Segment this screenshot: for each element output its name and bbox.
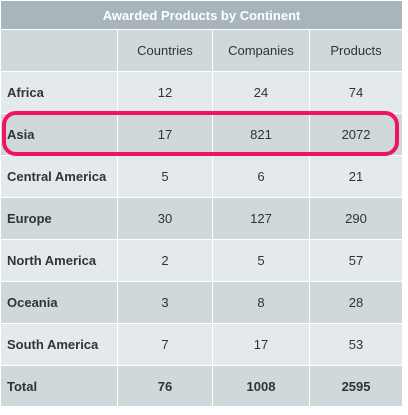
row-label: Oceania bbox=[0, 281, 118, 324]
column-header-row: Countries Companies Products bbox=[0, 29, 404, 72]
cell-companies: 8 bbox=[212, 281, 310, 324]
cell-products: 2072 bbox=[308, 113, 404, 156]
table-row-europe: Europe 30 127 290 bbox=[0, 197, 404, 240]
column-header-companies: Companies bbox=[212, 29, 310, 72]
cell-products: 74 bbox=[308, 71, 404, 114]
cell-companies: 6 bbox=[212, 155, 310, 198]
table-row-oceania: Oceania 3 8 28 bbox=[0, 281, 404, 324]
table-row-central-america: Central America 5 6 21 bbox=[0, 155, 404, 198]
cell-products: 28 bbox=[308, 281, 404, 324]
column-header-products: Products bbox=[308, 29, 404, 72]
table-row-africa: Africa 12 24 74 bbox=[0, 71, 404, 114]
row-label: Europe bbox=[0, 197, 118, 240]
cell-countries: 12 bbox=[117, 71, 213, 114]
table-title-row: Awarded Products by Continent bbox=[0, 0, 404, 30]
row-label: Africa bbox=[0, 71, 118, 114]
cell-countries: 17 bbox=[117, 113, 213, 156]
cell-companies: 17 bbox=[212, 323, 310, 366]
row-label: North America bbox=[0, 239, 118, 282]
cell-companies: 821 bbox=[212, 113, 310, 156]
column-header-countries: Countries bbox=[117, 29, 213, 72]
cell-companies: 127 bbox=[212, 197, 310, 240]
total-countries: 76 bbox=[117, 365, 213, 407]
table-row-south-america: South America 7 17 53 bbox=[0, 323, 404, 366]
cell-companies: 5 bbox=[212, 239, 310, 282]
row-label: Central America bbox=[0, 155, 118, 198]
cell-products: 53 bbox=[308, 323, 404, 366]
header-corner-cell bbox=[0, 29, 118, 72]
row-label: South America bbox=[0, 323, 118, 366]
cell-countries: 5 bbox=[117, 155, 213, 198]
cell-countries: 30 bbox=[117, 197, 213, 240]
total-products: 2595 bbox=[308, 365, 404, 407]
awards-table: Awarded Products by Continent Countries … bbox=[0, 0, 404, 407]
table-title: Awarded Products by Continent bbox=[0, 0, 404, 30]
row-label: Asia bbox=[0, 113, 118, 156]
cell-countries: 2 bbox=[117, 239, 213, 282]
total-label: Total bbox=[0, 365, 118, 407]
cell-companies: 24 bbox=[212, 71, 310, 114]
cell-products: 21 bbox=[308, 155, 404, 198]
table-row-asia: Asia 17 821 2072 bbox=[0, 113, 404, 156]
cell-countries: 3 bbox=[117, 281, 213, 324]
cell-countries: 7 bbox=[117, 323, 213, 366]
cell-products: 57 bbox=[308, 239, 404, 282]
total-companies: 1008 bbox=[212, 365, 310, 407]
table-row-north-america: North America 2 5 57 bbox=[0, 239, 404, 282]
cell-products: 290 bbox=[308, 197, 404, 240]
table-row-total: Total 76 1008 2595 bbox=[0, 365, 404, 407]
